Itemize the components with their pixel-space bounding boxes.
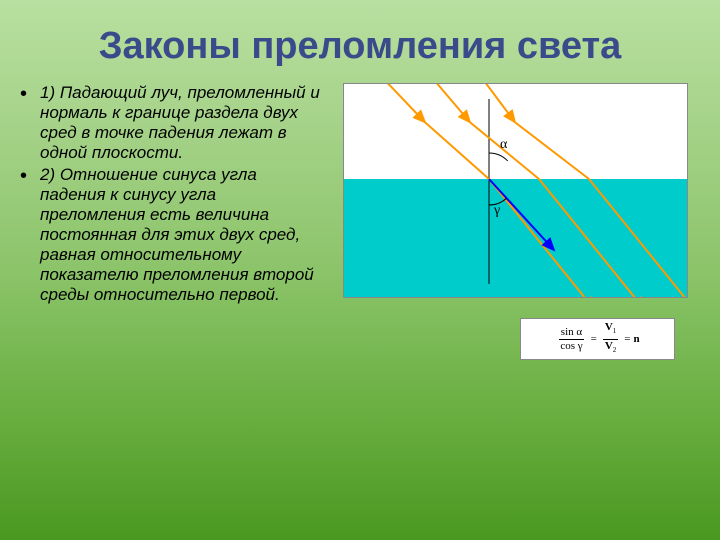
svg-text:α: α [500,137,508,152]
fraction-sin: sin α cos γ [558,326,584,353]
denominator-v2: V2 [603,340,618,357]
numerator-sin: sin α [559,326,584,340]
content-row: • 1) Падающий луч, преломленный и нормал… [0,83,720,360]
denominator-cos: cos γ [558,340,584,353]
fraction-v: V1 V2 [603,321,618,356]
bullet-1: • 1) Падающий луч, преломленный и нормал… [20,83,320,163]
refraction-diagram: αγ [343,83,688,298]
bullet-text-1: 1) Падающий луч, преломленный и нормаль … [40,83,320,163]
refraction-index-n: n [634,333,640,345]
bullet-text-2: 2) Отношение синуса угла падения к синус… [40,165,320,305]
diagram-column: αγ sin α cos γ = V1 V2 = n [330,83,700,360]
bullet-2: • 2) Отношение синуса угла падения к син… [20,165,320,305]
bullet-marker: • [20,165,40,305]
numerator-v1: V1 [603,321,618,339]
diagram-svg: αγ [344,84,688,298]
text-column: • 1) Падающий луч, преломленный и нормал… [20,83,330,360]
equals-2: = [624,333,630,345]
formula-box: sin α cos γ = V1 V2 = n [520,318,675,360]
svg-text:γ: γ [493,203,500,218]
bullet-marker: • [20,83,40,163]
slide-title: Законы преломления света [0,0,720,83]
equals-1: = [591,333,597,345]
